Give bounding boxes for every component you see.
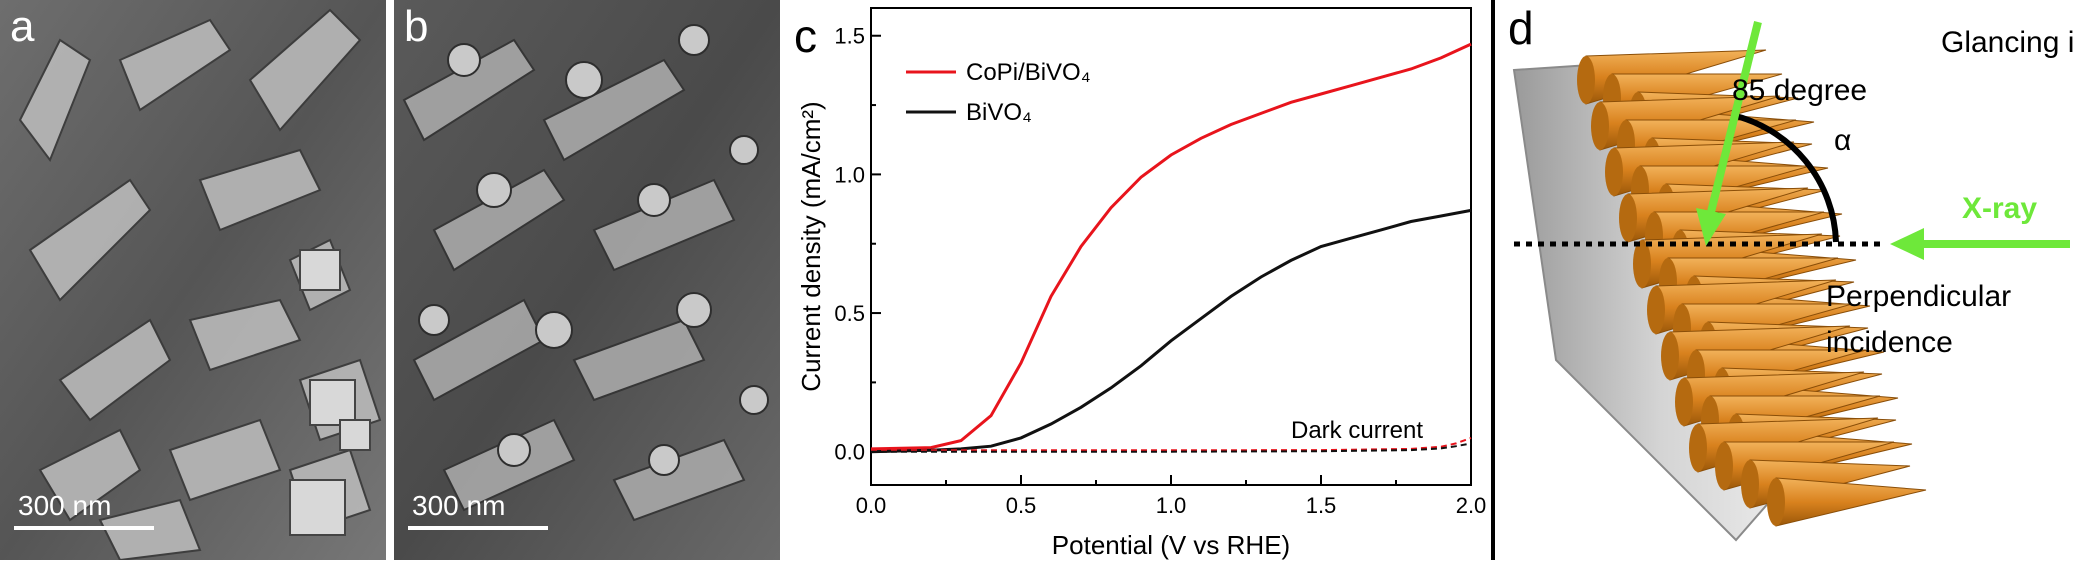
y-tick-label: 0.0 xyxy=(834,440,865,465)
nanocone-base xyxy=(1577,56,1595,104)
x-tick-label: 2.0 xyxy=(1456,493,1486,518)
scale-bar-b xyxy=(408,526,548,530)
panel-b: b 300 nm xyxy=(394,0,780,560)
dark-current-annotation: Dark current xyxy=(1291,417,1423,444)
panel-b-label: b xyxy=(404,2,429,51)
panel-a: a 300 nm xyxy=(0,0,386,562)
legend-label: BiVO₄ xyxy=(966,99,1032,126)
schematic-d: d α Glancing incidence 85 degree X-ray P… xyxy=(1508,2,2075,542)
scale-bar-label-b: 300 nm xyxy=(412,490,506,521)
nanocone-base xyxy=(1689,424,1707,472)
legend-label: CoPi/BiVO₄ xyxy=(966,59,1091,86)
nanocone-array xyxy=(1577,49,1927,527)
glancing-label-line2: 85 degree xyxy=(1732,74,1867,107)
x-tick-label: 0.0 xyxy=(856,493,887,518)
perpendicular-label-line1: Perpendicular xyxy=(1826,280,2011,313)
panel-c: c 0.0 0.5 1.0 1.5 2.0 0.0 0.5 1.0 1.5 CoPi/BiVO… xyxy=(786,0,1486,560)
sem-image-b xyxy=(394,0,780,560)
x-axis-ticks: 0.0 0.5 1.0 1.5 2.0 xyxy=(856,475,1486,518)
sem-image-a xyxy=(0,0,386,562)
scale-bar-a xyxy=(14,526,154,530)
y-tick-label: 0.5 xyxy=(834,301,865,326)
y-tick-label: 1.0 xyxy=(834,162,865,187)
xray-label: X-ray xyxy=(1962,192,2037,225)
series-line-2 xyxy=(871,436,1472,452)
nanocone-base xyxy=(1647,286,1665,334)
glancing-arrow-shaft xyxy=(1706,21,1762,217)
nanocone-base xyxy=(1619,194,1637,242)
panel-d-label: d xyxy=(1508,2,1534,54)
y-axis-ticks: 0.0 0.5 1.0 1.5 xyxy=(834,24,881,465)
jv-chart: c 0.0 0.5 1.0 1.5 2.0 0.0 0.5 1.0 1.5 CoPi/BiVO… xyxy=(794,7,1486,560)
series-line-0 xyxy=(870,42,1472,451)
panel-a-label: a xyxy=(10,2,35,51)
panel-c-label: c xyxy=(794,10,817,62)
glancing-label-line1: Glancing incidence xyxy=(1941,26,2075,59)
x-tick-label: 0.5 xyxy=(1006,493,1037,518)
y-tick-label: 1.5 xyxy=(834,24,865,49)
alpha-symbol: α xyxy=(1834,124,1851,157)
nanocone xyxy=(1775,477,1927,527)
series-line-3 xyxy=(871,442,1472,453)
nanocone-base xyxy=(1741,460,1759,508)
angle-arc xyxy=(1731,112,1839,243)
nanocone-base xyxy=(1675,378,1693,426)
xray-arrow-head xyxy=(1890,228,1924,260)
glancing-arrow-head xyxy=(1696,208,1726,246)
panel-divider xyxy=(1491,0,1495,560)
panel-d: d α Glancing incidence 85 degree X-ray P… xyxy=(1496,0,2075,560)
nanocone-base xyxy=(1605,148,1623,196)
nanocone-base xyxy=(1767,478,1785,526)
perpendicular-label-line2: incidence xyxy=(1826,326,1953,359)
x-axis-label: Potential (V vs RHE) xyxy=(1052,530,1290,560)
plot-frame xyxy=(870,7,1472,486)
nanocone-base xyxy=(1591,102,1609,150)
nanocone-base xyxy=(1661,332,1679,380)
series-line-1 xyxy=(870,208,1472,454)
scale-bar-label-a: 300 nm xyxy=(18,490,112,521)
legend: CoPi/BiVO₄ BiVO₄ xyxy=(906,59,1091,126)
x-tick-label: 1.0 xyxy=(1156,493,1187,518)
x-tick-label: 1.5 xyxy=(1306,493,1337,518)
nanocone-base xyxy=(1715,442,1733,490)
nanocone-base xyxy=(1633,240,1651,288)
series-group xyxy=(870,42,1472,454)
y-axis-label: Current density (mA/cm²) xyxy=(796,101,826,391)
